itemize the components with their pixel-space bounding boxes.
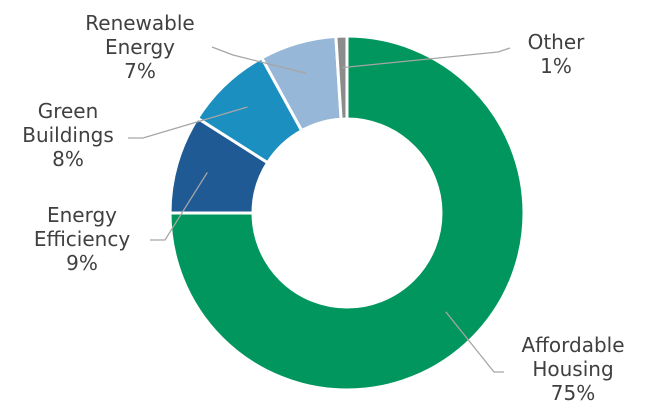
- slice-affordable-housing: [168, 34, 526, 392]
- data-label-other: Other 1%: [528, 30, 586, 78]
- leader-line-other: [342, 47, 511, 69]
- data-label-line: Buildings: [22, 123, 114, 147]
- data-label-line: Housing: [532, 357, 613, 381]
- labels-group: Affordable Housing 75%Energy Efficiency 9%Gr…: [22, 11, 624, 405]
- slices-group: [168, 34, 526, 392]
- leader-lines-group: [128, 46, 511, 373]
- data-label-affordable-housing: Affordable Housing 75%: [521, 333, 624, 405]
- data-label-line: 75%: [551, 381, 595, 405]
- leader-line-green-buildings: [128, 106, 248, 139]
- data-label-line: 9%: [66, 251, 98, 275]
- leader-line-renewable-energy: [211, 46, 307, 74]
- data-label-line: Efficiency: [34, 227, 131, 251]
- data-label-renewable-energy: Renewable Energy 7%: [85, 11, 194, 83]
- data-label-green-buildings: Green Buildings 8%: [22, 99, 114, 171]
- data-label-line: Green: [38, 99, 99, 123]
- slice-other: [334, 34, 349, 121]
- leader-line-affordable-housing: [445, 311, 504, 373]
- data-label-line: 7%: [124, 59, 156, 83]
- leader-line-energy-efficiency: [150, 172, 208, 241]
- data-label-energy-efficiency: Energy Efficiency 9%: [34, 203, 131, 275]
- data-label-line: 1%: [540, 54, 572, 78]
- data-label-line: Renewable: [85, 11, 194, 35]
- data-label-line: Energy: [105, 35, 175, 59]
- data-label-line: Energy: [47, 203, 117, 227]
- data-label-line: Affordable: [521, 333, 624, 357]
- data-label-line: Other: [528, 30, 586, 54]
- data-label-line: 8%: [52, 147, 84, 171]
